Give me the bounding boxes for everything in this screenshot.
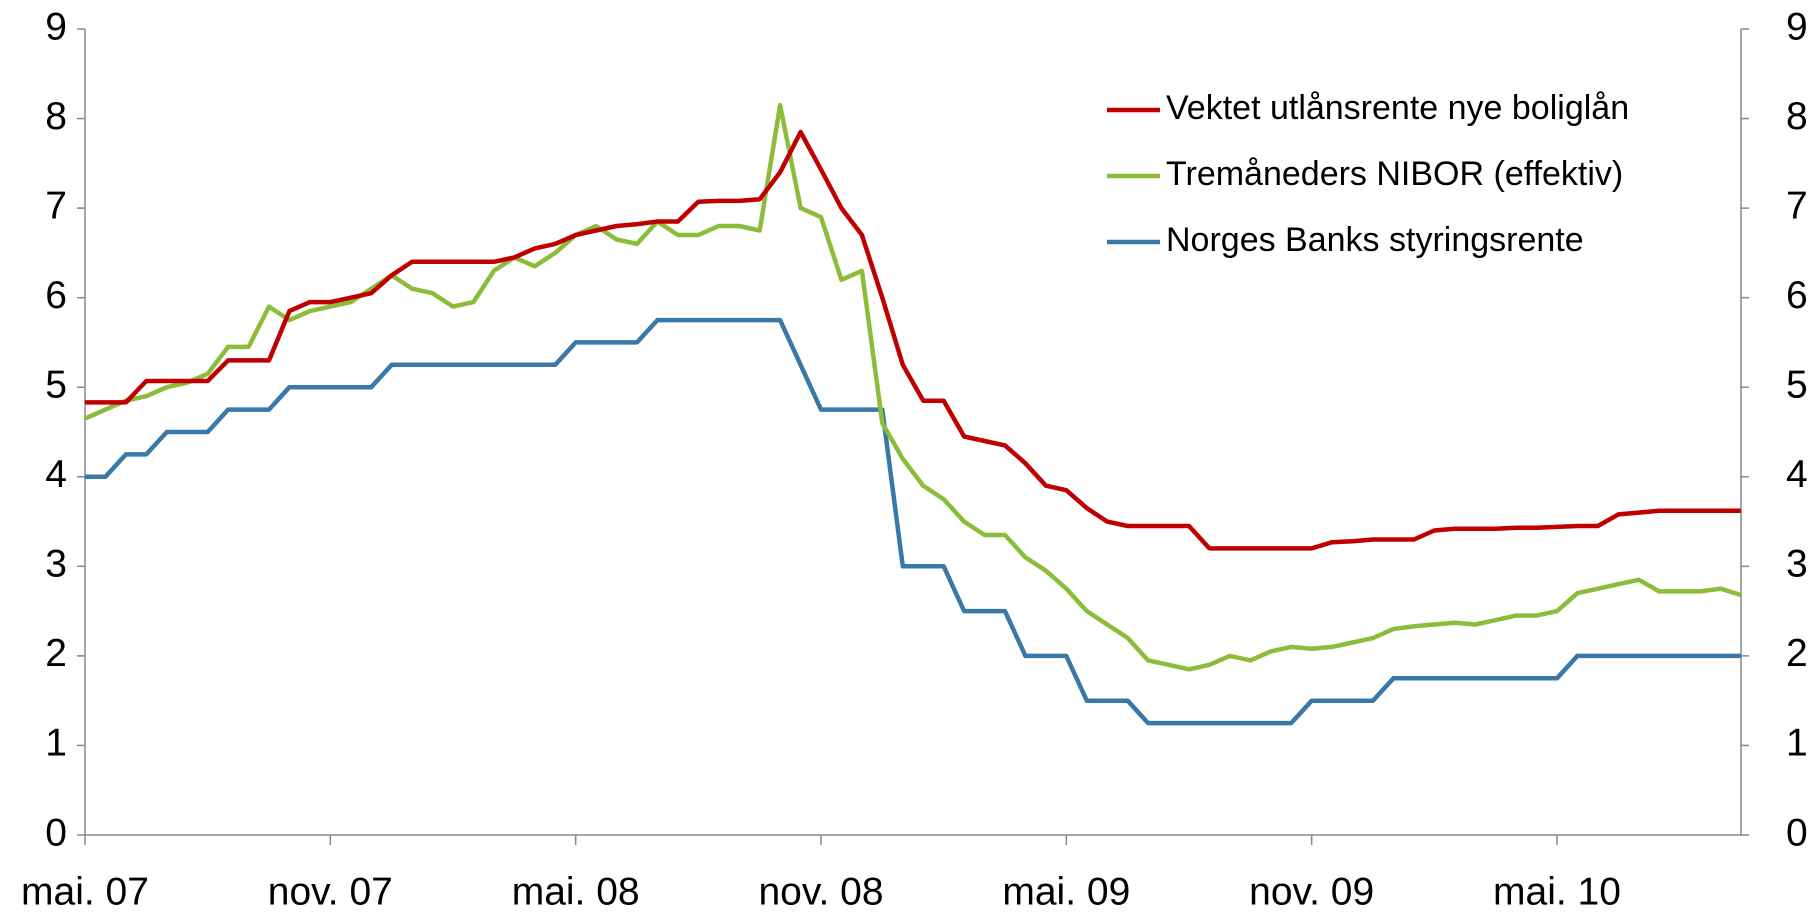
y-tick-label: 2 — [45, 632, 67, 675]
y2-tick-label: 7 — [1786, 184, 1808, 227]
legend-label: Vektet utlånsrente nye boliglån — [1166, 89, 1629, 127]
y-tick-label: 7 — [45, 184, 67, 227]
y2-tick-label: 2 — [1786, 632, 1808, 675]
y2-tick-label: 6 — [1786, 274, 1808, 317]
y2-tick-label: 3 — [1786, 543, 1808, 586]
x-tick-label: nov. 09 — [1249, 870, 1374, 913]
series-line — [85, 317, 1741, 726]
x-tick-label: mai. 09 — [1002, 870, 1130, 913]
y-tick-label: 5 — [45, 364, 67, 407]
y2-tick-label: 0 — [1786, 811, 1808, 854]
x-tick-label: nov. 07 — [268, 870, 393, 913]
y2-tick-label: 5 — [1786, 364, 1808, 407]
y-tick-label: 3 — [45, 543, 67, 586]
y-tick-label: 8 — [45, 95, 67, 138]
y2-tick-label: 8 — [1786, 95, 1808, 138]
x-tick-label: mai. 10 — [1493, 870, 1621, 913]
x-tick-label: nov. 08 — [758, 870, 883, 913]
y2-tick-label: 1 — [1786, 722, 1808, 765]
legend-label: Norges Banks styringsrente — [1166, 221, 1584, 259]
legend-label: Tremåneders NIBOR (effektiv) — [1166, 155, 1623, 193]
y-tick-label: 0 — [45, 811, 67, 854]
y2-tick-label: 9 — [1786, 5, 1808, 48]
y-tick-label: 6 — [45, 274, 67, 317]
y-tick-label: 9 — [45, 5, 67, 48]
x-tick-label: mai. 07 — [21, 870, 149, 913]
y-tick-label: 1 — [45, 722, 67, 765]
y-tick-label: 4 — [45, 453, 67, 496]
y2-tick-label: 4 — [1786, 453, 1808, 496]
x-tick-label: mai. 08 — [512, 870, 640, 913]
series-line — [85, 129, 1741, 551]
